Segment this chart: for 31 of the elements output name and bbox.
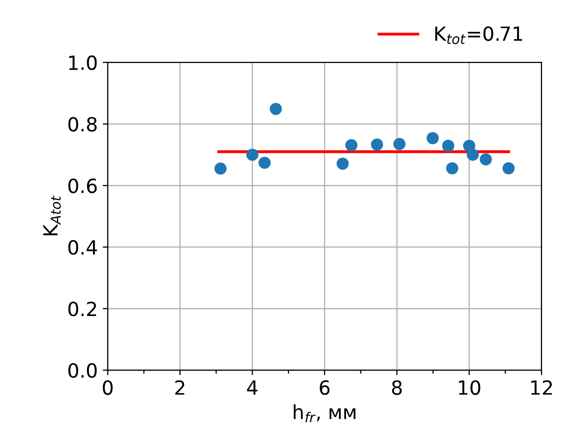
point — [370, 138, 384, 151]
x-axis-title: h$_{fr}$, мм — [294, 404, 356, 422]
point — [502, 162, 515, 174]
point — [336, 158, 349, 170]
y-axis-title: K$_{Atot}$ — [43, 196, 61, 236]
point — [393, 138, 406, 150]
point — [480, 153, 492, 166]
point — [466, 148, 479, 161]
x-tick-label: 0 — [102, 380, 113, 395]
x-tick-label: 12 — [531, 380, 552, 395]
y-tick-label: 1.0 — [69, 55, 97, 70]
x-tick-label: 8 — [392, 380, 402, 395]
point — [426, 132, 439, 144]
point — [442, 140, 454, 152]
y-tick-label: 0.4 — [68, 240, 97, 255]
x-tick-label: 10 — [458, 380, 480, 395]
y-tick-label: 0.0 — [68, 363, 97, 378]
x-tick-label: 4 — [247, 380, 258, 395]
x-tick-label: 6 — [320, 380, 330, 395]
y-tick-label: 0.6 — [68, 178, 97, 194]
point — [446, 162, 458, 174]
point — [345, 139, 358, 152]
point — [258, 156, 271, 169]
point — [463, 140, 476, 152]
point — [270, 102, 282, 115]
point — [214, 162, 227, 175]
y-tick-label: 0.2 — [68, 302, 96, 316]
point — [246, 148, 258, 161]
legend-label: K$_{tot}$=0.71 — [435, 26, 522, 44]
y-tick-label: 0.8 — [68, 116, 97, 132]
x-tick-label: 2 — [175, 380, 184, 395]
